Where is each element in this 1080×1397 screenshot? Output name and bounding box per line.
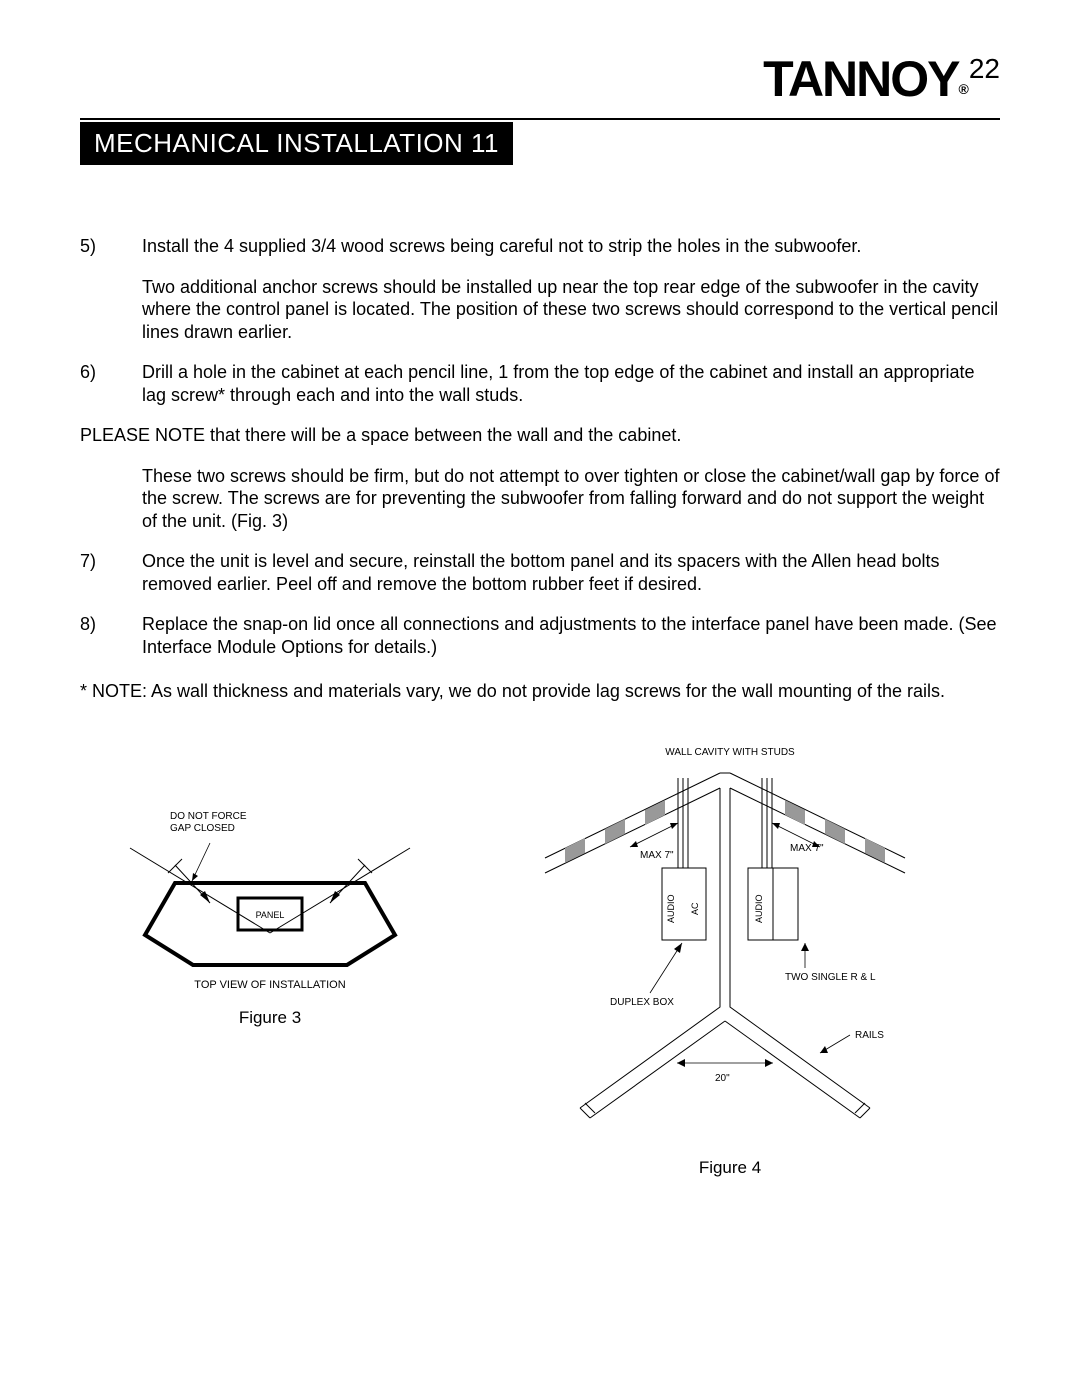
panel-label: PANEL bbox=[256, 910, 285, 920]
logo-text: TANNOY bbox=[763, 50, 958, 108]
logo-register: ® bbox=[959, 81, 969, 97]
section-title: MECHANICAL INSTALLATION 11 bbox=[80, 122, 513, 165]
figure-4-svg: WALL CAVITY WITH STUDS bbox=[510, 743, 950, 1143]
duplex-label: DUPLEX BOX bbox=[610, 997, 674, 1008]
wall-cavity-label: WALL CAVITY WITH STUDS bbox=[665, 747, 795, 758]
step-8a: Replace the snap-on lid once all connect… bbox=[142, 613, 1000, 658]
header-logo-row: TANNOY®22 bbox=[80, 50, 1000, 108]
step-number-5: 5) bbox=[80, 235, 142, 258]
asterisk-note: * NOTE: As wall thickness and materials … bbox=[80, 680, 1000, 703]
instruction-content: 5) Install the 4 supplied 3/4 wood screw… bbox=[80, 235, 1000, 703]
figure-3-container: PANEL DO NOT FORCE GAP CLOSED TOP VIEW O… bbox=[80, 743, 460, 1178]
two-single-label: TWO SINGLE R & L bbox=[785, 972, 876, 983]
step-number-6: 6) bbox=[80, 361, 142, 406]
audio-label-right: AUDIO bbox=[754, 894, 764, 923]
gap-label-line1: DO NOT FORCE bbox=[170, 811, 247, 822]
step-6b: These two screws should be firm, but do … bbox=[142, 465, 1000, 533]
ac-label: AC bbox=[690, 901, 700, 914]
step-5b: Two additional anchor screws should be i… bbox=[142, 276, 1000, 344]
step-5a: Install the 4 supplied 3/4 wood screws b… bbox=[142, 235, 1000, 258]
figure-4-container: WALL CAVITY WITH STUDS bbox=[460, 743, 1000, 1178]
step-6a: Drill a hole in the cabinet at each penc… bbox=[142, 361, 1000, 406]
header-rule bbox=[80, 118, 1000, 120]
max-label-left: MAX 7" bbox=[640, 850, 674, 861]
gap-label-line2: GAP CLOSED bbox=[170, 823, 235, 834]
please-note: PLEASE NOTE that there will be a space b… bbox=[80, 424, 1000, 447]
page-number: 22 bbox=[969, 53, 1000, 85]
audio-label-left: AUDIO bbox=[666, 894, 676, 923]
figure-3-caption: Figure 3 bbox=[80, 1008, 460, 1028]
rails-label: RAILS bbox=[855, 1030, 884, 1041]
step-7a: Once the unit is level and secure, reins… bbox=[142, 550, 1000, 595]
twenty-label: 20" bbox=[715, 1073, 730, 1084]
max-label-right: MAX 7" bbox=[790, 843, 824, 854]
step-number-8: 8) bbox=[80, 613, 142, 658]
top-view-label: TOP VIEW OF INSTALLATION bbox=[194, 979, 345, 991]
figure-3-svg: PANEL DO NOT FORCE GAP CLOSED TOP VIEW O… bbox=[120, 803, 420, 993]
figure-4-caption: Figure 4 bbox=[460, 1158, 1000, 1178]
step-number-7: 7) bbox=[80, 550, 142, 595]
